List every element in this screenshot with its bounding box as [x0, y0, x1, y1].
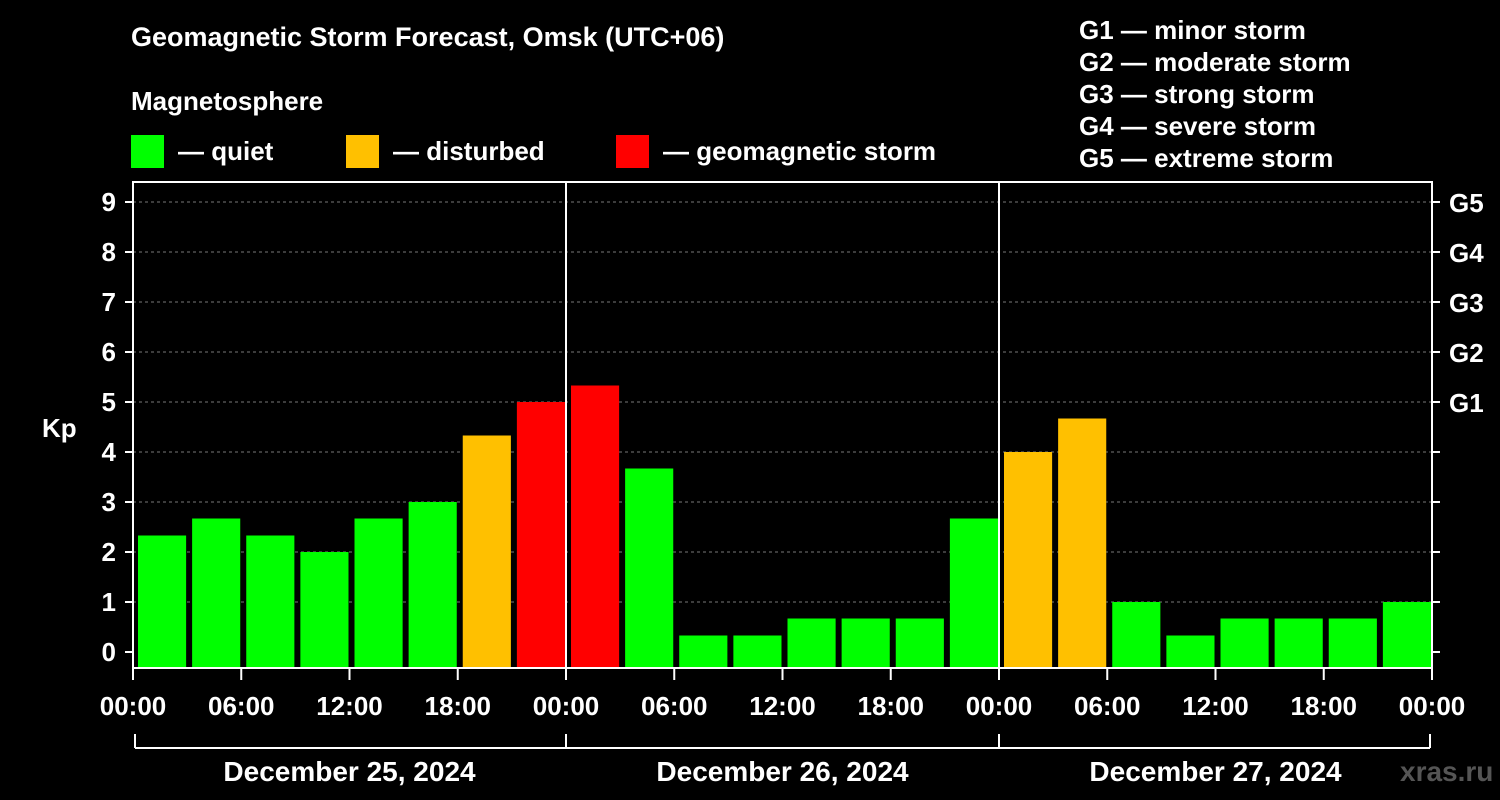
- y-axis-label: Kp: [42, 413, 77, 443]
- storm-level-g5: G5 — extreme storm: [1079, 143, 1334, 173]
- legend-item-storm: — geomagnetic storm: [616, 134, 936, 168]
- y-tick-label: 6: [102, 337, 116, 367]
- kp-bar: [1274, 618, 1323, 668]
- y-tick-label: 1: [102, 587, 116, 617]
- y-tick-label: 4: [102, 437, 117, 467]
- storm-level-g3: G3 — strong storm: [1079, 79, 1315, 109]
- kp-bar: [841, 618, 890, 668]
- x-tick-label: 12:00: [749, 691, 816, 721]
- x-tick-label: 06:00: [641, 691, 708, 721]
- kp-bar: [787, 618, 836, 668]
- legend-label-quiet: — quiet: [178, 135, 274, 166]
- kp-bar: [138, 535, 187, 668]
- legend-swatch-storm: [616, 134, 649, 168]
- legend-swatch-disturbed: [346, 134, 379, 168]
- kp-bar: [625, 468, 674, 668]
- x-tick-label: 18:00: [425, 691, 492, 721]
- kp-bar: [462, 435, 511, 668]
- kp-bar: [1220, 618, 1269, 668]
- day-label: December 26, 2024: [656, 756, 909, 787]
- x-tick-label: 00:00: [966, 691, 1033, 721]
- y-tick-label: 3: [102, 487, 116, 517]
- storm-level-g1: G1 — minor storm: [1079, 15, 1306, 45]
- storm-level-tick-label: G2: [1449, 338, 1484, 368]
- y-tick-label: 5: [102, 387, 116, 417]
- y-tick-label: 2: [102, 537, 116, 567]
- kp-bar: [246, 535, 295, 668]
- y-tick-label: 9: [102, 187, 116, 217]
- x-tick-label: 00:00: [533, 691, 600, 721]
- x-tick-label: 12:00: [316, 691, 383, 721]
- legend-item-disturbed: — disturbed: [346, 134, 545, 168]
- watermark: xras.ru: [1400, 756, 1494, 787]
- kp-bar: [679, 635, 728, 668]
- x-tick-label: 12:00: [1182, 691, 1249, 721]
- storm-level-legend: G1 — minor storm G2 — moderate storm G3 …: [1079, 14, 1351, 174]
- x-tick-label: 18:00: [1291, 691, 1358, 721]
- kp-bar: [895, 618, 944, 668]
- x-tick-label: 18:00: [858, 691, 925, 721]
- legend-label-disturbed: — disturbed: [393, 135, 545, 166]
- kp-bar: [1382, 602, 1431, 668]
- y-tick-label: 7: [102, 287, 116, 317]
- y-tick-label: 0: [102, 637, 116, 667]
- kp-bar: [733, 635, 782, 668]
- chart-title: Geomagnetic Storm Forecast, Omsk (UTC+06…: [131, 22, 725, 52]
- day-label: December 27, 2024: [1089, 756, 1342, 787]
- x-tick-label: 00:00: [1399, 691, 1466, 721]
- kp-bar: [1112, 602, 1161, 668]
- legend-swatch-quiet: [131, 134, 164, 168]
- kp-bar: [1004, 452, 1053, 668]
- kp-bar: [571, 385, 620, 668]
- day-label: December 25, 2024: [223, 756, 476, 787]
- x-tick-label: 00:00: [100, 691, 167, 721]
- kp-bar: [1328, 618, 1377, 668]
- kp-bar: [354, 518, 403, 668]
- storm-level-tick-label: G5: [1449, 188, 1484, 218]
- storm-level-tick-label: G4: [1449, 238, 1484, 268]
- x-tick-label: 06:00: [1074, 691, 1141, 721]
- kp-bar: [1166, 635, 1215, 668]
- storm-level-g4: G4 — severe storm: [1079, 111, 1317, 141]
- legend-item-quiet: — quiet: [131, 134, 273, 168]
- storm-level-tick-label: G1: [1449, 388, 1484, 418]
- y-tick-label: 8: [102, 237, 116, 267]
- storm-level-g2: G2 — moderate storm: [1079, 47, 1351, 77]
- kp-bar: [300, 552, 349, 668]
- legend-label-storm: — geomagnetic storm: [663, 135, 937, 166]
- storm-level-tick-label: G3: [1449, 288, 1484, 318]
- kp-bar: [408, 502, 457, 668]
- kp-bar: [192, 518, 241, 668]
- legend-heading: Magnetosphere: [131, 86, 324, 116]
- kp-bar: [1058, 418, 1107, 668]
- kp-bar: [516, 402, 565, 668]
- kp-bar: [949, 518, 998, 668]
- x-tick-label: 06:00: [208, 691, 275, 721]
